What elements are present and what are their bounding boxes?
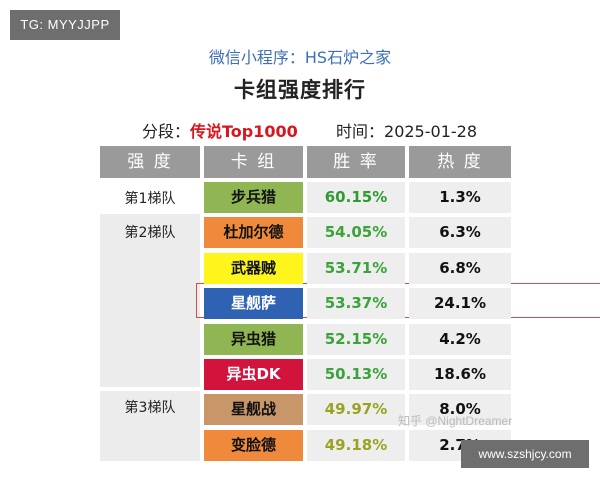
watermark-zhihu: 知乎 @NightDreamer [398,414,513,428]
winrate-cell: 50.13% [307,359,405,390]
header-winrate: 胜 率 [307,146,405,178]
popularity-cell: 6.3% [409,217,511,248]
winrate-cell: 53.71% [307,253,405,284]
source-line: 微信小程序：HS石炉之家 [208,48,392,67]
time-meta: 时间：2025-01-28 [336,118,477,142]
watermark-site: www.szshjcy.com [461,440,589,468]
segment-value: 传说Top1000 [190,122,298,141]
watermark-top: TG: MYYJJPP [10,10,120,40]
winrate-cell: 52.15% [307,324,405,355]
header-deck: 卡 组 [204,146,303,178]
tier-3-label: 第3梯队 [124,400,176,416]
deck-cell: 武器贼 [204,253,303,284]
popularity-cell: 6.8% [409,253,511,284]
popularity-cell: 18.6% [409,359,511,390]
popularity-cell: 8.0% [409,394,511,425]
page-title: 卡组强度排行 [234,78,366,102]
tier-3-band [100,391,200,461]
header-tier: 强 度 [100,146,200,178]
deck-cell: 杜加尔德 [204,217,303,248]
tier-2-band [100,214,200,387]
time-label: 时间： [336,122,385,141]
winrate-cell: 49.97% [307,394,405,425]
winrate-cell: 60.15% [307,182,405,213]
deck-cell: 异虫DK [204,359,303,390]
deck-cell: 步兵猎 [204,182,303,213]
winrate-cell: 49.18% [307,430,405,461]
popularity-cell: 4.2% [409,324,511,355]
winrate-cell: 54.05% [307,217,405,248]
tier-1-label: 第1梯队 [124,191,176,207]
header-popularity: 热 度 [409,146,511,178]
time-value: 2025-01-28 [384,122,477,141]
popularity-cell: 24.1% [409,288,511,319]
winrate-cell: 53.37% [307,288,405,319]
popularity-cell: 1.3% [409,182,511,213]
segment-meta: 分段：传说Top1000 [142,118,298,142]
tier-2-label: 第2梯队 [124,225,176,241]
deck-cell: 异虫猎 [204,324,303,355]
deck-cell: 星舰萨 [204,288,303,319]
deck-cell: 变脸德 [204,430,303,461]
deck-cell: 星舰战 [204,394,303,425]
segment-label: 分段： [142,122,191,141]
